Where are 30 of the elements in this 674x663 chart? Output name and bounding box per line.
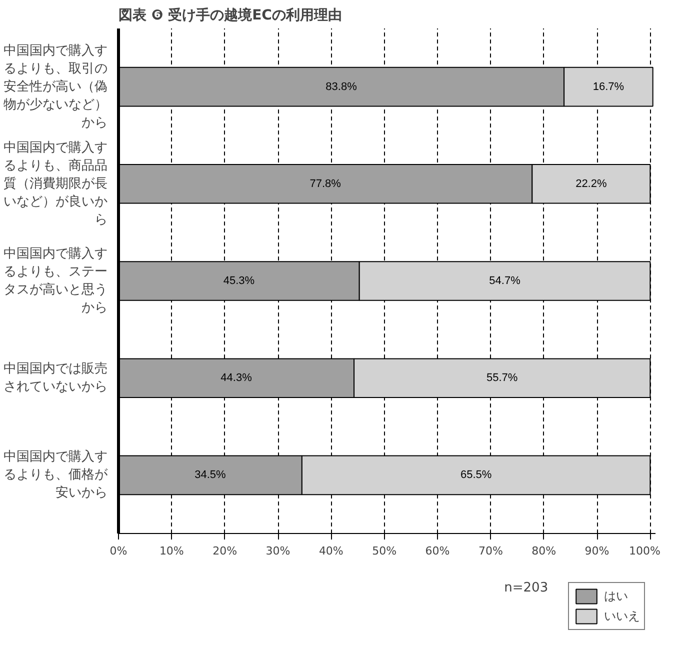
text: n=203	[504, 580, 548, 596]
y-tick-label: 中国国内で購入するよりも、商品品質（消費期限が長いなど）が良いから	[4, 140, 108, 228]
y-tick-label: 中国国内で購入するよりも、価格が安いから	[4, 450, 108, 501]
data-label: 34.5%	[194, 469, 226, 482]
x-tick-label: 90%	[584, 544, 610, 558]
legend-label: いいえ	[604, 608, 640, 624]
legend-label: はい	[604, 588, 628, 604]
data-label: 54.7%	[489, 275, 521, 287]
data-label: 83.8%	[326, 80, 358, 93]
data-label: 44.3%	[220, 372, 252, 384]
data-label: 16.7%	[592, 80, 624, 93]
data-label: 22.2%	[576, 178, 607, 190]
x-tick-label: 70%	[478, 544, 503, 558]
chart-title: 図表 ❻ 受け手の越境ECの利用理由	[118, 6, 342, 24]
y-tick-label: 中国国内で購入するよりも、ステータスが高いと思うから	[4, 246, 108, 316]
data-label: 65.5%	[460, 469, 492, 482]
x-tick-label: 80%	[532, 544, 556, 558]
x-tick-label: 30%	[266, 544, 290, 558]
x-tick-label: 40%	[318, 544, 344, 558]
x-tick-label: 50%	[372, 544, 397, 558]
x-tick-label: 0%	[110, 544, 128, 558]
x-tick-label: 60%	[425, 544, 450, 558]
data-label: 77.8%	[310, 178, 342, 190]
y-tick-label: 中国国内で購入するよりも、取引の安全性が高い（偽物が少ないなど）から	[4, 43, 108, 130]
x-tick-label: 10%	[159, 544, 184, 558]
data-label: 55.7%	[486, 372, 518, 384]
y-tick-label: 中国国内では販売されていないから	[4, 362, 108, 395]
x-tick-label: 20%	[212, 544, 238, 558]
data-label: 45.3%	[223, 275, 255, 287]
x-tick-label: 100%	[629, 544, 661, 558]
